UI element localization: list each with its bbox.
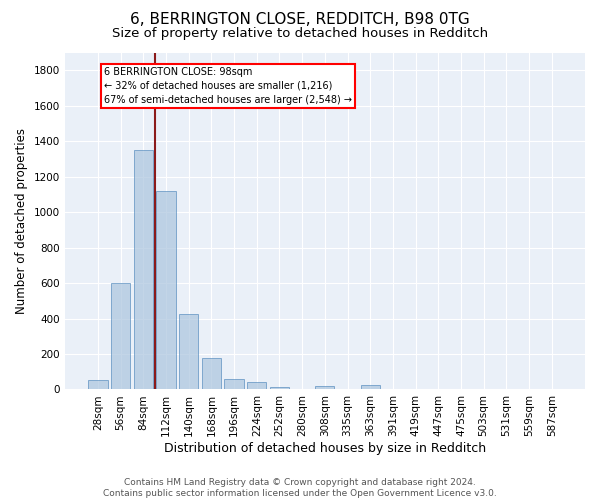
Bar (179, 314, 199, 390)
Bar (224, 379, 244, 390)
Y-axis label: Number of detached properties: Number of detached properties (15, 128, 28, 314)
Text: 6, BERRINGTON CLOSE, REDDITCH, B98 0TG: 6, BERRINGTON CLOSE, REDDITCH, B98 0TG (130, 12, 470, 28)
Text: 6 BERRINGTON CLOSE: 98sqm
← 32% of detached houses are smaller (1,216)
67% of se: 6 BERRINGTON CLOSE: 98sqm ← 32% of detac… (104, 66, 352, 104)
X-axis label: Distribution of detached houses by size in Redditch: Distribution of detached houses by size … (164, 442, 486, 455)
Text: Size of property relative to detached houses in Redditch: Size of property relative to detached ho… (112, 28, 488, 40)
Bar (88, 380, 107, 390)
Bar (111, 283, 130, 390)
Bar (202, 358, 221, 390)
Bar (270, 387, 289, 390)
Bar (134, 150, 153, 390)
Text: Contains HM Land Registry data © Crown copyright and database right 2024.
Contai: Contains HM Land Registry data © Crown c… (103, 478, 497, 498)
Bar (157, 191, 176, 390)
Bar (361, 385, 380, 390)
Bar (315, 386, 334, 390)
Bar (247, 382, 266, 390)
